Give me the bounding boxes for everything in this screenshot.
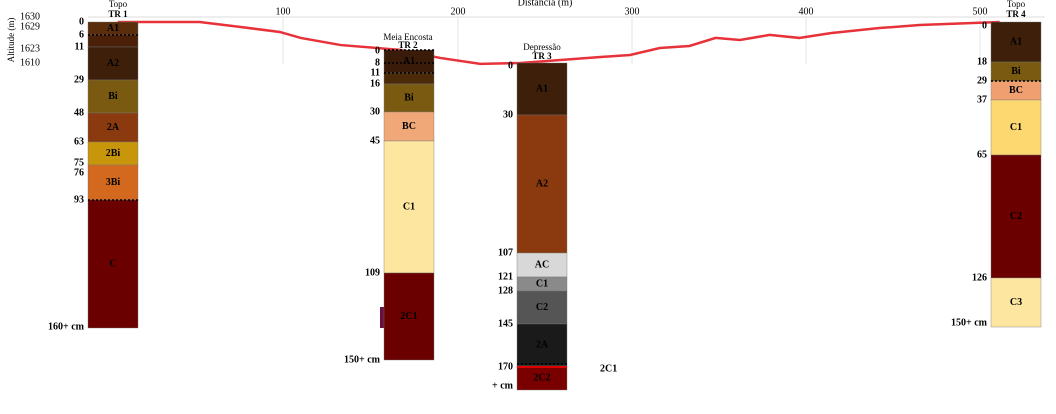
horizon: [516, 114, 568, 254]
profile-place: Meia Encosta: [383, 32, 432, 42]
horizon-label: A1: [403, 56, 415, 67]
depth-label: 6: [79, 29, 84, 40]
x-tick-label: 500: [973, 6, 988, 17]
depth-label: 16: [370, 78, 380, 89]
horizon: [516, 323, 568, 367]
depth-label: 37: [977, 94, 987, 105]
x-tick-label: 100: [276, 6, 291, 17]
y-label: 1623: [20, 43, 40, 54]
depth-label: 107: [498, 247, 513, 258]
profile-name: TR 4: [1006, 9, 1026, 19]
depth-label: 30: [503, 109, 513, 120]
y-label: 1630: [20, 11, 40, 22]
horizon: [383, 72, 435, 85]
horizon: [990, 99, 1042, 156]
profile-name: TR 3: [532, 51, 552, 61]
x-axis-title: Distância (m): [518, 0, 573, 8]
horizon-label: 2C2: [533, 372, 550, 383]
profile-name: TR 2: [398, 40, 418, 50]
y-label: 1629: [20, 21, 40, 32]
horizon: [516, 62, 568, 116]
depth-label: 93: [74, 194, 84, 205]
horizon: [87, 112, 139, 143]
depth-label: 63: [74, 136, 84, 147]
horizon: [87, 46, 139, 81]
horizon-label: A1: [107, 23, 119, 34]
x-tick-label: 300: [625, 6, 640, 17]
depth-label: 75: [74, 157, 84, 168]
profile-place: Topo: [1007, 0, 1026, 9]
horizon-label: 2A: [107, 122, 120, 133]
horizon-label: A1: [1010, 36, 1022, 47]
y-axis-title: Altitude (m): [6, 18, 16, 63]
depth-label: 65: [977, 149, 987, 160]
horizon-label: BC: [402, 121, 416, 132]
depth-bottom: 150+ cm: [951, 317, 988, 328]
depth-label: 11: [75, 41, 84, 52]
horizon-label: C3: [1010, 297, 1022, 308]
horizon-label: A2: [536, 178, 548, 189]
depth-label: 109: [365, 267, 380, 278]
depth-bottom: 160+ cm: [48, 321, 85, 332]
depth-label: 30: [370, 106, 380, 117]
profile-name: TR 1: [108, 9, 128, 19]
depth-label: 170: [498, 361, 513, 372]
horizon: [990, 21, 1042, 63]
depth-label: 8: [375, 57, 380, 68]
depth-label: 45: [370, 135, 380, 146]
terrain-line: [117, 20, 1000, 66]
depth-label: 0: [79, 16, 84, 27]
depth-label: 0: [982, 20, 987, 31]
depth-label: 76: [74, 167, 84, 178]
x-tick-label: 200: [451, 6, 466, 17]
horizon-label: 2A: [536, 339, 549, 350]
horizon: [383, 272, 435, 361]
horizon-label: 2Bi: [106, 148, 121, 159]
depth-label: 121: [498, 271, 513, 282]
depth-label: 145: [498, 318, 513, 329]
horizon: [990, 154, 1042, 279]
horizon-label: C1: [403, 201, 415, 212]
horizon: [383, 111, 435, 142]
horizon-label: C2: [1010, 211, 1022, 222]
horizon-label: C2: [536, 302, 548, 313]
horizon-label: 2C1: [400, 311, 417, 322]
x-tick-label: 400: [799, 6, 814, 17]
horizon: [516, 252, 568, 278]
horizon-label: C: [109, 258, 116, 269]
horizon: [383, 83, 435, 113]
horizon: [87, 79, 139, 114]
depth-label: 29: [74, 74, 84, 85]
depth-bottom: 150+ cm: [344, 354, 381, 365]
depth-label: 29: [977, 75, 987, 86]
horizon: [87, 164, 139, 201]
horizon-label: Bi: [108, 91, 118, 102]
depth-label: 48: [74, 107, 84, 118]
horizon-label: Bi: [404, 92, 414, 103]
horizon-label: Bi: [1011, 66, 1021, 77]
depth-label: 18: [977, 56, 987, 67]
horizon-label: C1: [1010, 122, 1022, 133]
profile-place: Depressão: [523, 42, 561, 52]
depth-label: 128: [498, 285, 513, 296]
depth-bottom: + cm: [492, 380, 514, 391]
depth-label: 126: [972, 272, 987, 283]
depth-label: 0: [508, 60, 513, 71]
horizon-label: A1: [536, 83, 548, 94]
depth-label: 11: [371, 67, 380, 78]
horizon-label: AC: [535, 259, 549, 270]
depth-label: 0: [375, 45, 380, 56]
horizon-label: A2: [107, 58, 119, 69]
horizon: [990, 277, 1042, 328]
horizon: [87, 199, 139, 329]
y-label: 1610: [20, 57, 40, 68]
horizon-label: C1: [536, 278, 548, 289]
horizon: [87, 34, 139, 48]
horizon-label: BC: [1009, 85, 1023, 96]
profile-place: Topo: [109, 0, 128, 9]
horizon-label: 3Bi: [106, 177, 121, 188]
horizon: [383, 140, 435, 274]
outside-label: 2C1: [600, 363, 617, 374]
